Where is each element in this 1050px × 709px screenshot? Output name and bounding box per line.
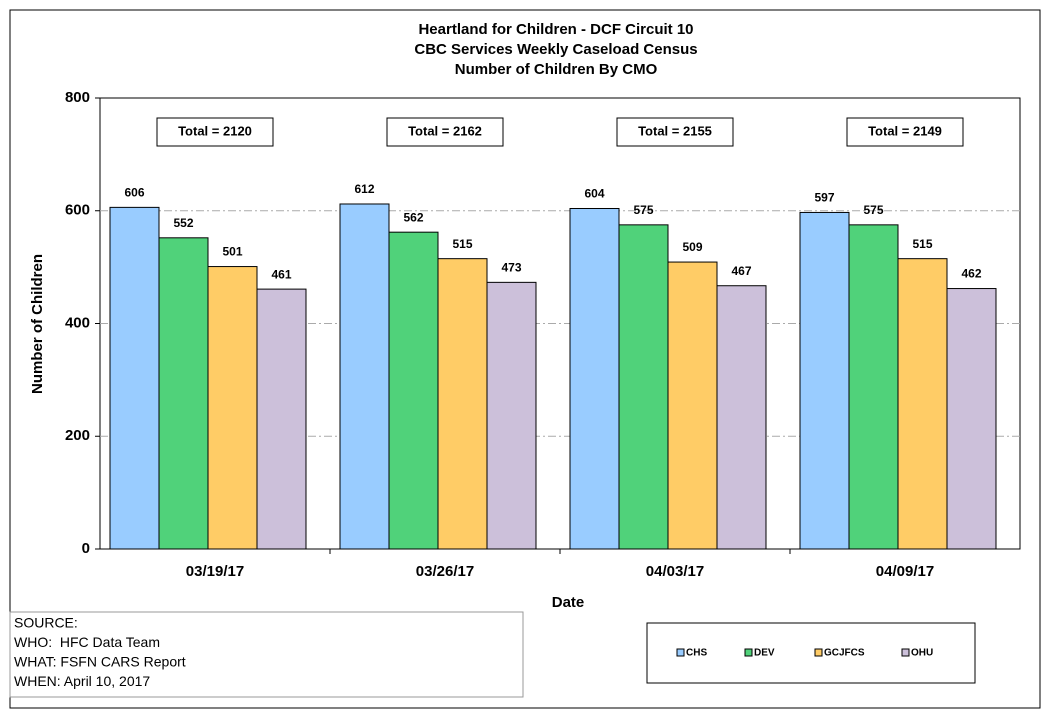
legend-label: OHU — [911, 648, 933, 659]
total-box — [386, 117, 504, 147]
source-line: SOURCE: — [14, 615, 78, 631]
source-box — [9, 611, 524, 698]
x-tick-label: 03/26/17 — [416, 563, 474, 580]
bar — [667, 261, 718, 550]
bar — [109, 206, 160, 550]
y-tick-label: 400 — [65, 314, 90, 331]
x-tick-label: 04/09/17 — [876, 563, 934, 580]
bar — [486, 281, 537, 550]
source-line: WHO: HFC Data Team — [14, 634, 160, 650]
value-label: 552 — [173, 216, 193, 230]
bar — [946, 288, 997, 550]
x-tick-label: 03/19/17 — [186, 563, 244, 580]
y-axis-label: Number of Children — [29, 254, 46, 394]
source-line: WHEN: April 10, 2017 — [14, 673, 150, 689]
legend-label: DEV — [754, 648, 775, 659]
value-label: 461 — [271, 267, 291, 281]
bar — [339, 203, 390, 550]
value-label: 575 — [633, 203, 653, 217]
total-box — [616, 117, 734, 147]
value-label: 612 — [354, 182, 374, 196]
annotation: Total = 2155 — [638, 123, 712, 138]
bar — [848, 224, 899, 550]
value-label: 501 — [222, 245, 242, 259]
y-tick-label: 0 — [82, 540, 90, 557]
legend-box — [646, 622, 976, 684]
value-label: 606 — [124, 186, 144, 200]
bar — [388, 231, 439, 550]
value-label: 604 — [584, 187, 604, 201]
y-tick-label: 200 — [65, 427, 90, 444]
source-line: WHAT: FSFN CARS Report — [14, 654, 186, 670]
bar — [207, 266, 258, 550]
chart-title: Heartland for Children - DCF Circuit 10 — [418, 21, 693, 38]
legend-label: GCJFCS — [824, 648, 865, 659]
bar — [437, 258, 488, 550]
value-label: 562 — [403, 210, 423, 224]
legend-swatch — [676, 648, 685, 657]
x-axis-label: Date — [552, 594, 585, 611]
annotation: Total = 2162 — [408, 123, 482, 138]
y-tick-label: 600 — [65, 202, 90, 219]
chart-title: CBC Services Weekly Caseload Census — [414, 41, 697, 58]
total-box — [846, 117, 964, 147]
value-label: 515 — [912, 237, 932, 251]
bar — [158, 237, 209, 550]
chart-title: Number of Children By CMO — [455, 61, 658, 78]
legend-swatch — [901, 648, 910, 657]
bar — [256, 288, 307, 550]
bar — [716, 285, 767, 550]
x-tick-label: 04/03/17 — [646, 563, 704, 580]
value-label: 515 — [452, 237, 472, 251]
value-label: 462 — [961, 267, 981, 281]
value-label: 575 — [863, 203, 883, 217]
bar — [897, 258, 948, 550]
bar — [799, 211, 850, 550]
legend-swatch — [814, 648, 823, 657]
total-box — [156, 117, 274, 147]
value-label: 473 — [501, 261, 521, 275]
legend-label: CHS — [686, 648, 707, 659]
annotation: Total = 2120 — [178, 123, 252, 138]
value-label: 467 — [731, 264, 751, 278]
value-label: 597 — [814, 191, 834, 205]
y-tick-label: 800 — [65, 89, 90, 106]
bar — [569, 207, 620, 550]
value-label: 509 — [682, 240, 702, 254]
legend-swatch — [744, 648, 753, 657]
annotation: Total = 2149 — [868, 123, 942, 138]
bar — [618, 224, 669, 550]
